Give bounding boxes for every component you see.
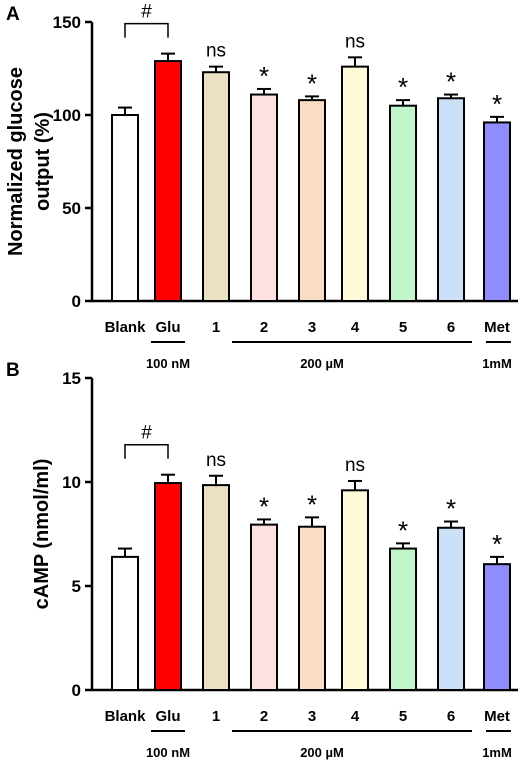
bar-2 xyxy=(250,523,278,692)
significance-star: * xyxy=(446,494,456,524)
x-tick-label: 1 xyxy=(212,708,220,725)
group-label: 200 µM xyxy=(300,356,344,371)
significance-ns: ns xyxy=(345,455,365,476)
significance-star: * xyxy=(398,515,408,545)
x-tick-label: 4 xyxy=(351,319,360,336)
y-axis-title: Normalized glucose xyxy=(5,67,27,256)
bar-5 xyxy=(389,547,417,691)
bar-blank xyxy=(111,555,139,691)
x-tick-label: 3 xyxy=(308,708,316,725)
panel-a: A Normalized glucose output (%) 0 50 100 150 Bl… xyxy=(5,2,518,371)
significance-star: * xyxy=(446,67,456,97)
x-tick-label: 5 xyxy=(399,319,407,336)
x-tick-label: Blank xyxy=(105,708,147,725)
bar-met xyxy=(483,121,511,302)
group-label: 100 nM xyxy=(146,745,190,760)
significance-star: * xyxy=(259,61,269,91)
panel-letter: B xyxy=(6,360,20,381)
bar-1 xyxy=(202,484,230,691)
y-tick-label: 10 xyxy=(62,473,81,492)
bar-blank xyxy=(111,114,139,302)
bar-4 xyxy=(341,489,369,691)
bar-1 xyxy=(202,71,230,302)
x-tick-label: Glu xyxy=(156,319,181,336)
bracket-label: # xyxy=(141,423,152,444)
y-tick-label: 5 xyxy=(72,577,81,596)
significance-ns: ns xyxy=(345,31,365,52)
bar-glu xyxy=(154,60,182,303)
bar-6 xyxy=(437,97,465,303)
y-tick-label: 50 xyxy=(62,199,81,218)
significance-star: * xyxy=(492,529,502,559)
group-label: 1mM xyxy=(482,356,512,371)
x-tick-label: 5 xyxy=(399,708,407,725)
bar-3 xyxy=(298,525,326,691)
group-label: 100 nM xyxy=(146,356,190,371)
y-axis-title: cAMP (nmol/ml) xyxy=(31,459,53,610)
bar-4 xyxy=(341,65,369,302)
bar-2 xyxy=(250,93,278,303)
bar-glu xyxy=(154,482,182,692)
bar-6 xyxy=(437,526,465,692)
bracket-label: # xyxy=(141,2,152,23)
significance-bracket xyxy=(124,22,169,38)
y-tick-label: 100 xyxy=(53,106,81,125)
x-tick-label: 6 xyxy=(447,708,455,725)
significance-ns: ns xyxy=(206,41,226,62)
significance-bracket xyxy=(124,443,169,459)
significance-star: * xyxy=(492,89,502,119)
significance-star: * xyxy=(259,491,269,521)
y-tick-label: 0 xyxy=(72,292,81,311)
x-tick-label: 3 xyxy=(308,319,316,336)
significance-star: * xyxy=(398,72,408,102)
x-tick-label: Met xyxy=(484,708,510,725)
significance-star: * xyxy=(307,489,317,519)
significance-ns: ns xyxy=(206,450,226,471)
bar-3 xyxy=(298,99,326,303)
y-axis-title-line2: output (%) xyxy=(32,112,54,211)
panel-letter: A xyxy=(6,4,20,25)
significance-star: * xyxy=(307,68,317,98)
y-tick-label: 150 xyxy=(53,13,81,32)
x-tick-label: 6 xyxy=(447,319,455,336)
x-tick-label: 4 xyxy=(351,708,360,725)
group-label: 200 µM xyxy=(300,745,344,760)
bar-met xyxy=(483,563,511,691)
group-label: 1mM xyxy=(482,745,512,760)
y-tick-label: 15 xyxy=(62,369,81,388)
x-tick-label: 1 xyxy=(212,319,220,336)
x-tick-label: 2 xyxy=(260,708,268,725)
y-tick-label: 0 xyxy=(72,681,81,700)
x-tick-label: Blank xyxy=(105,319,147,336)
x-tick-label: 2 xyxy=(260,319,268,336)
bar-5 xyxy=(389,104,417,302)
x-tick-label: Glu xyxy=(156,708,181,725)
x-tick-label: Met xyxy=(484,319,510,336)
